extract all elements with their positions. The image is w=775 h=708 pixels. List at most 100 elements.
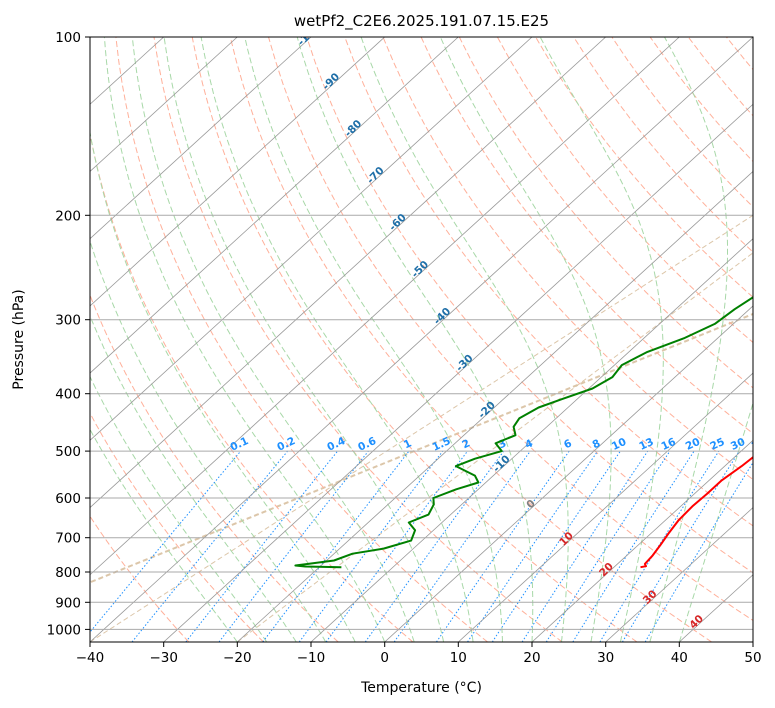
mixing-ratio-label: 2 bbox=[460, 437, 472, 451]
mixing-ratio-line bbox=[572, 450, 695, 642]
skewed-isotherm bbox=[384, 305, 753, 642]
plot-frame bbox=[89, 36, 754, 643]
mixing-ratio-label: 30 bbox=[729, 436, 747, 453]
mixing-ratio-label: 4 bbox=[523, 437, 535, 451]
dry-adiabat bbox=[90, 293, 339, 642]
y-tick-label: 600 bbox=[55, 491, 81, 507]
moist-adiabat bbox=[244, 37, 503, 642]
isotherm-label: -100 bbox=[295, 21, 322, 48]
skewed-isotherm bbox=[90, 37, 385, 307]
x-tick-label: 40 bbox=[671, 650, 688, 666]
chart-title: wetPf2_C2E6.2025.191.07.15.E25 bbox=[294, 12, 549, 31]
moist-adiabat bbox=[200, 37, 474, 642]
skewed-isotherm bbox=[90, 37, 680, 576]
y-tick-label: 400 bbox=[55, 387, 81, 403]
theta-e-curve bbox=[90, 214, 753, 642]
y-tick-label: 700 bbox=[55, 531, 81, 547]
moist-adiabat bbox=[90, 375, 268, 642]
x-tick-label: −10 bbox=[297, 650, 326, 666]
dry-adiabat bbox=[115, 37, 488, 642]
mixing-ratio-line bbox=[325, 450, 468, 642]
mixing-ratio-line bbox=[599, 450, 720, 642]
dry-adiabat bbox=[229, 37, 712, 642]
mixing-ratio-label: 13 bbox=[637, 436, 655, 453]
x-tick-label: 20 bbox=[523, 650, 540, 666]
y-axis-label: Pressure (hPa) bbox=[11, 289, 27, 389]
isobar-grid bbox=[90, 37, 753, 630]
x-tick-label: 50 bbox=[744, 650, 761, 666]
moist-adiabat bbox=[103, 37, 386, 642]
dry-adiabat bbox=[268, 37, 753, 622]
moist-adiabat bbox=[90, 239, 327, 642]
skewed-isotherm bbox=[90, 37, 459, 374]
mixing-ratio-label: 36 bbox=[750, 436, 768, 453]
mixing-ratio-line bbox=[218, 450, 369, 642]
skewed-isotherm bbox=[90, 37, 312, 240]
y-tick-label: 300 bbox=[55, 313, 81, 329]
dry-adiabat bbox=[90, 412, 264, 642]
x-tick-label: 30 bbox=[597, 650, 614, 666]
y-tick-label: 800 bbox=[55, 565, 81, 581]
skewed-isotherm bbox=[90, 37, 533, 441]
x-axis-label: Temperature (°C) bbox=[360, 680, 482, 696]
mixing-ratio-label: 6 bbox=[562, 437, 574, 451]
mixing-ratio-line bbox=[545, 450, 671, 642]
skewed-isotherms bbox=[90, 37, 753, 642]
y-tick-label: 100 bbox=[55, 30, 81, 46]
moist-adiabat bbox=[296, 37, 534, 642]
moist-adiabat bbox=[649, 37, 728, 642]
dry-adiabat bbox=[496, 37, 753, 344]
dry-adiabats bbox=[90, 37, 753, 642]
temperature-profile bbox=[640, 455, 753, 569]
dewpoint-profile bbox=[294, 296, 753, 569]
moist-adiabat bbox=[360, 37, 569, 642]
dry-adiabat bbox=[535, 37, 753, 298]
moist-adiabat bbox=[163, 37, 445, 642]
x-tick-label: −30 bbox=[149, 650, 178, 666]
y-tick-label: 500 bbox=[55, 444, 81, 460]
moist-adiabat bbox=[90, 129, 356, 642]
mixing-ratio-label: 25 bbox=[708, 436, 726, 453]
x-axis: −40 −30 −20 −10 0 10 20 30 40 50 bbox=[76, 642, 762, 666]
skewed-isotherm bbox=[237, 170, 753, 642]
skewed-isotherm bbox=[90, 37, 238, 172]
mixing-ratio-line bbox=[435, 450, 570, 642]
x-tick-label: −40 bbox=[76, 650, 105, 666]
moist-adiabat bbox=[539, 37, 664, 642]
skewed-isotherm bbox=[310, 238, 753, 642]
mixing-ratio-line bbox=[467, 450, 599, 642]
mixing-ratio-line bbox=[262, 450, 410, 642]
moist-adiabat bbox=[439, 37, 612, 642]
mixing-ratio-line bbox=[644, 461, 753, 642]
mixing-ratio-line bbox=[521, 450, 649, 642]
skewed-isotherm bbox=[90, 37, 606, 509]
moist-adiabat bbox=[131, 37, 415, 642]
mixing-ratio-line bbox=[298, 450, 444, 642]
skewed-isotherm bbox=[458, 372, 753, 642]
y-tick-label: 900 bbox=[55, 595, 81, 611]
moist-adiabat bbox=[90, 428, 238, 642]
mixing-ratio-label: 8 bbox=[591, 437, 603, 451]
mixing-ratio-label: 3 bbox=[497, 437, 509, 451]
mixing-ratio-label: 1 bbox=[402, 437, 414, 451]
theta-e-curve bbox=[90, 312, 753, 584]
dry-adiabat bbox=[306, 37, 753, 574]
x-tick-label: 0 bbox=[380, 650, 389, 666]
mixing-ratio-line bbox=[364, 450, 505, 642]
skewed-isotherm bbox=[531, 439, 753, 642]
moist-adiabat bbox=[678, 401, 753, 642]
mixing-ratio-label: 20 bbox=[684, 436, 702, 453]
skewed-isotherm bbox=[163, 103, 753, 642]
profiles bbox=[294, 296, 753, 569]
dry-adiabat bbox=[90, 515, 190, 642]
theta-e-curve bbox=[236, 252, 753, 642]
skewed-isotherm bbox=[90, 37, 753, 642]
mixing-ratio-line bbox=[621, 450, 740, 642]
theta-e-curves bbox=[90, 214, 753, 642]
mixing-ratio-line bbox=[491, 450, 621, 642]
y-axis: 100 200 300 400 500 600 700 800 900 1000 bbox=[47, 30, 90, 638]
skewed-isotherm bbox=[605, 507, 753, 642]
mixing-ratio-label: 10 bbox=[610, 436, 628, 453]
y-tick-label: 200 bbox=[55, 208, 81, 224]
dry-adiabat bbox=[191, 37, 638, 642]
